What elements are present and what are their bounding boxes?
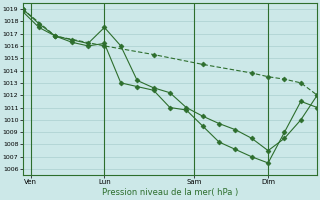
X-axis label: Pression niveau de la mer( hPa ): Pression niveau de la mer( hPa ) (102, 188, 238, 197)
